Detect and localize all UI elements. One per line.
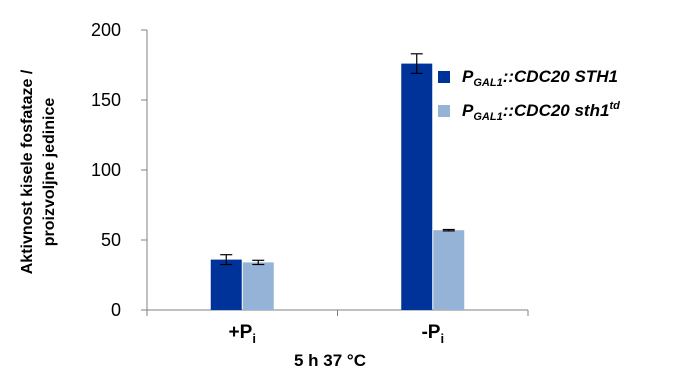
y-axis-label-line-2: proizvoljne jedinice <box>41 98 58 247</box>
y-tick-label: 50 <box>101 230 121 250</box>
x-tick-label: -Pi <box>421 322 444 346</box>
legend-swatch <box>438 105 450 117</box>
y-tick-label: 0 <box>111 300 121 320</box>
bar <box>433 230 465 310</box>
legend-swatch <box>438 71 450 83</box>
y-axis-label: Aktivnost kisele fosfataze / proizvoljne… <box>19 69 58 274</box>
legend-label: PGAL1::CDC20 STH1 <box>462 67 618 89</box>
y-tick-label: 100 <box>91 160 121 180</box>
bar <box>210 259 242 310</box>
y-axis-label-line-1: Aktivnost kisele fosfataze / <box>19 69 36 274</box>
bar <box>242 262 274 310</box>
plot-area: 0 50 100 150 200 +Pi -Pi <box>91 20 529 346</box>
x-axis-label: 5 h 37 °C <box>294 351 366 370</box>
x-tick-label: +Pi <box>229 322 256 346</box>
y-tick-label: 150 <box>91 90 121 110</box>
legend-label: PGAL1::CDC20 sth1td <box>462 100 620 123</box>
bar <box>401 63 433 310</box>
y-tick-label: 200 <box>91 20 121 40</box>
